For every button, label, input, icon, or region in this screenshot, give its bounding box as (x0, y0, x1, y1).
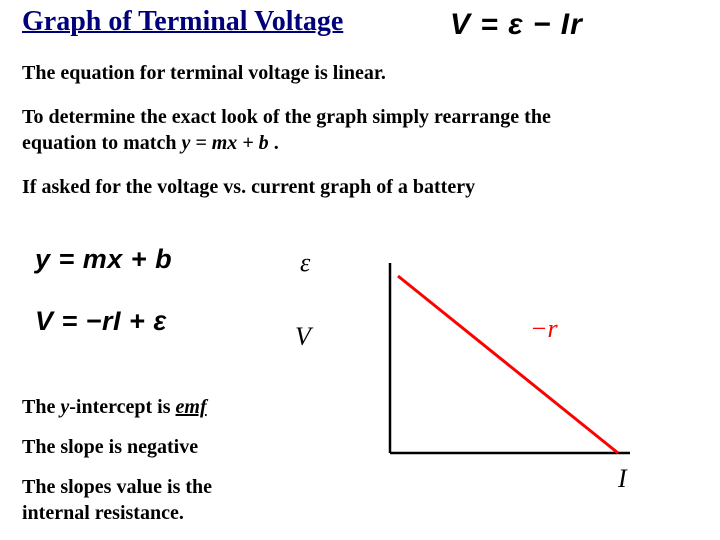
para-2-line2: equation to match y = mx + b . (22, 132, 279, 155)
p4-post: -intercept is (69, 396, 175, 418)
p4-emf: emf (176, 396, 207, 418)
voltage-line (398, 276, 618, 453)
p2b-post: . (269, 132, 279, 154)
para-6a: The slopes value is the (22, 476, 212, 499)
p2b-pre: equation to match (22, 132, 181, 154)
para-4: The y-intercept is emf (22, 396, 207, 419)
slope-label: −r (530, 314, 558, 344)
eq-top-text: V = ε − Ir (450, 8, 583, 41)
page-title: Graph of Terminal Voltage (22, 6, 343, 38)
p2b-eq: y = mx + b (181, 132, 268, 154)
equation-v-ri-eps: V = −rI + ε (35, 306, 167, 337)
para-3: If asked for the voltage vs. current gra… (22, 176, 475, 199)
epsilon-label: ε (300, 248, 310, 278)
p4-pre: The (22, 396, 60, 418)
p4-y: y (60, 396, 69, 418)
equation-ymxb: y = mx + b (35, 244, 172, 275)
para-2-line1: To determine the exact look of the graph… (22, 106, 551, 129)
voltage-current-chart (330, 258, 650, 468)
i-axis-label: I (618, 464, 627, 494)
chart-svg (330, 258, 650, 468)
para-1: The equation for terminal voltage is lin… (22, 62, 386, 85)
v-axis-label: V (295, 322, 311, 352)
para-5: The slope is negative (22, 436, 198, 459)
para-6b: internal resistance. (22, 502, 184, 525)
equation-terminal-voltage: V = ε − Ir (450, 8, 583, 42)
